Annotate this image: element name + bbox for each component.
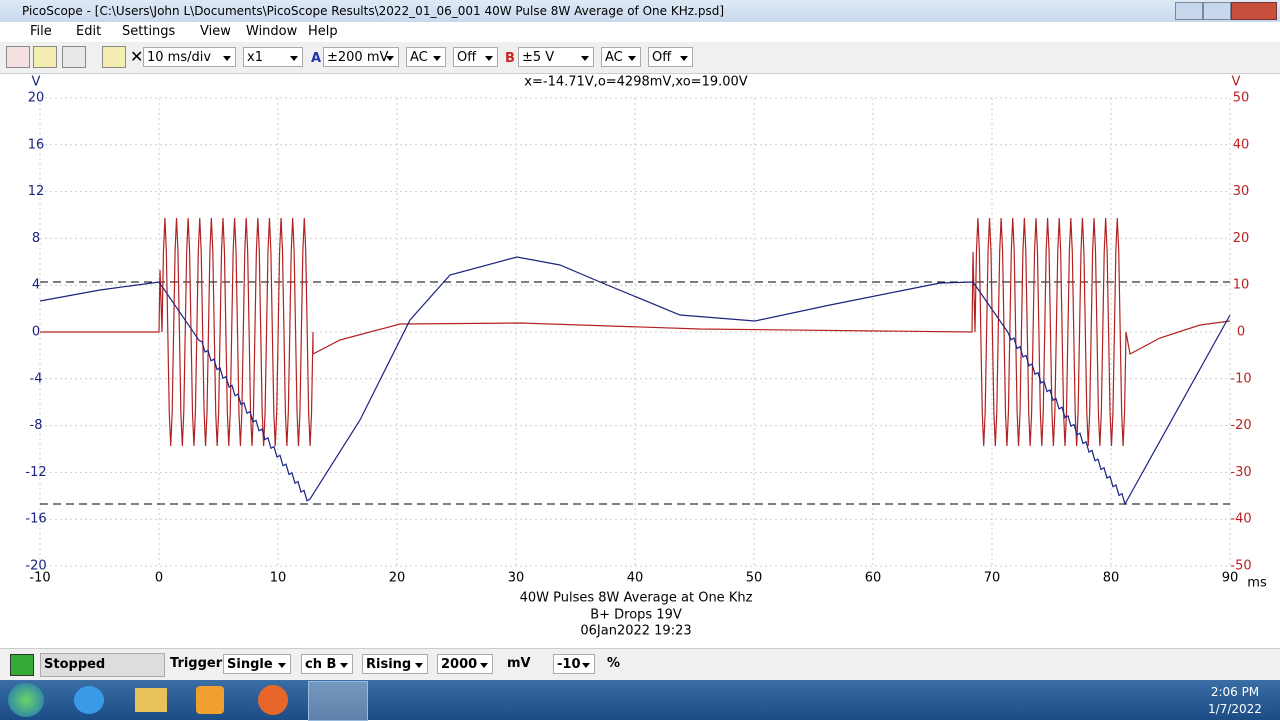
channel-b-label: B — [505, 51, 515, 66]
clock-date: 1/7/2022 — [1208, 702, 1262, 716]
delay-unit: % — [607, 656, 621, 671]
y2-tick-label: 50 — [1233, 91, 1250, 106]
channel-b-filter[interactable]: Off — [648, 47, 693, 67]
minimize-button[interactable] — [1175, 2, 1203, 20]
channel-b-trace — [40, 217, 1231, 447]
status-bar: Stopped Trigger Single ch B Rising 2000 … — [0, 648, 1280, 680]
menu-item[interactable]: File — [30, 24, 52, 39]
x-tick-label: 30 — [508, 571, 525, 586]
menu-bar: File Edit Settings View Window Help — [0, 22, 1280, 42]
right-unit: V — [1232, 75, 1241, 90]
level-unit: mV — [507, 656, 531, 671]
y-tick-label: 0 — [32, 325, 40, 340]
y-tick-label: 20 — [28, 91, 45, 106]
menu-item[interactable]: Window — [246, 24, 298, 39]
scope-mode-button[interactable] — [6, 46, 30, 68]
channel-a-coupling[interactable]: AC — [406, 47, 446, 67]
go-button[interactable] — [10, 654, 34, 676]
zoom-select[interactable]: x1 — [243, 47, 303, 67]
y2-tick-label: 40 — [1233, 137, 1250, 152]
y2-tick-label: -10 — [1230, 371, 1251, 386]
y2-tick-label: -20 — [1230, 418, 1251, 433]
y2-tick-label: -50 — [1230, 559, 1251, 574]
spectrum-mode-button[interactable] — [33, 46, 57, 68]
trigger-level[interactable]: 2000 — [437, 654, 493, 674]
maximize-button[interactable] — [1203, 2, 1231, 20]
trace-button[interactable] — [102, 46, 126, 68]
y2-tick-label: 0 — [1237, 325, 1245, 340]
menu-item[interactable]: View — [200, 24, 231, 39]
y-tick-label: 8 — [32, 231, 40, 246]
title-bar: PicoScope - [C:\Users\John L\Documents\P… — [0, 0, 1280, 22]
menu-item[interactable]: Settings — [122, 24, 176, 39]
timebase-select[interactable]: 10 ms/div — [143, 47, 236, 67]
readout: x=-14.71V,o=4298mV,xo=19.00V — [524, 75, 747, 90]
start-button[interactable] — [8, 683, 44, 717]
trigger-label: Trigger — [170, 656, 223, 671]
y-tick-label: 12 — [28, 184, 45, 199]
x-tick-label: -10 — [29, 571, 50, 586]
x-icon: ✕ — [130, 47, 144, 66]
y2-tick-label: 20 — [1233, 231, 1250, 246]
firefox-icon[interactable] — [258, 685, 288, 715]
taskbar: 2:06 PM 1/7/2022 — [0, 680, 1280, 721]
y2-tick-label: 30 — [1233, 184, 1250, 199]
trigger-source[interactable]: ch B — [301, 654, 353, 674]
trigger-edge[interactable]: Rising — [362, 654, 428, 674]
close-button[interactable] — [1231, 2, 1277, 20]
channel-a-trace — [39, 256, 1231, 506]
y-tick-label: -20 — [25, 559, 46, 574]
toolbar: ✕ 10 ms/div x1 A ±200 mV AC Off B ±5 V A… — [0, 42, 1280, 74]
y2-tick-label: -30 — [1230, 465, 1251, 480]
y2-tick-label: 10 — [1233, 278, 1250, 293]
scope-plot: x=-14.71V,o=4298mV,xo=19.00V V V ms 40W … — [25, 75, 1267, 639]
menu-item[interactable]: Edit — [76, 24, 102, 39]
x-tick-label: 80 — [1103, 571, 1120, 586]
meter-mode-button[interactable] — [62, 46, 86, 68]
caption-line: B+ Drops 19V — [590, 608, 682, 623]
x-tick-label: 20 — [389, 571, 406, 586]
x-tick-label: 40 — [627, 571, 644, 586]
media-icon[interactable] — [196, 686, 224, 714]
y-tick-label: -12 — [25, 465, 46, 480]
x-tick-label: 50 — [746, 571, 763, 586]
y-tick-label: -16 — [25, 512, 46, 527]
x-unit: ms — [1247, 576, 1267, 591]
left-unit: V — [32, 75, 41, 90]
caption-line: 40W Pulses 8W Average at One Khz — [520, 591, 753, 606]
channel-b-coupling[interactable]: AC — [601, 47, 641, 67]
picoscope-task[interactable] — [308, 681, 368, 721]
y-tick-label: 16 — [28, 137, 45, 152]
trigger-mode[interactable]: Single — [223, 654, 291, 674]
x-tick-label: 70 — [984, 571, 1001, 586]
y2-tick-label: -40 — [1230, 512, 1251, 527]
caption-line: 06Jan2022 19:23 — [580, 624, 691, 639]
window-title: PicoScope - [C:\Users\John L\Documents\P… — [22, 4, 725, 18]
x-tick-label: 0 — [155, 571, 163, 586]
x-tick-label: 10 — [270, 571, 287, 586]
explorer-icon[interactable] — [135, 688, 167, 712]
y-tick-label: -4 — [30, 371, 43, 386]
trigger-delay[interactable]: -10 — [553, 654, 595, 674]
ie-icon[interactable] — [74, 686, 104, 714]
y-tick-label: -8 — [30, 418, 43, 433]
channel-a-filter[interactable]: Off — [453, 47, 498, 67]
x-tick-label: 90 — [1222, 571, 1239, 586]
x-tick-label: 60 — [865, 571, 882, 586]
channel-a-range[interactable]: ±200 mV — [323, 47, 399, 67]
y-tick-label: 4 — [32, 278, 40, 293]
channel-a-label: A — [311, 51, 322, 66]
menu-item[interactable]: Help — [308, 24, 338, 39]
clock-time: 2:06 PM — [1210, 685, 1260, 699]
run-state: Stopped — [40, 653, 165, 677]
channel-b-range[interactable]: ±5 V — [518, 47, 594, 67]
